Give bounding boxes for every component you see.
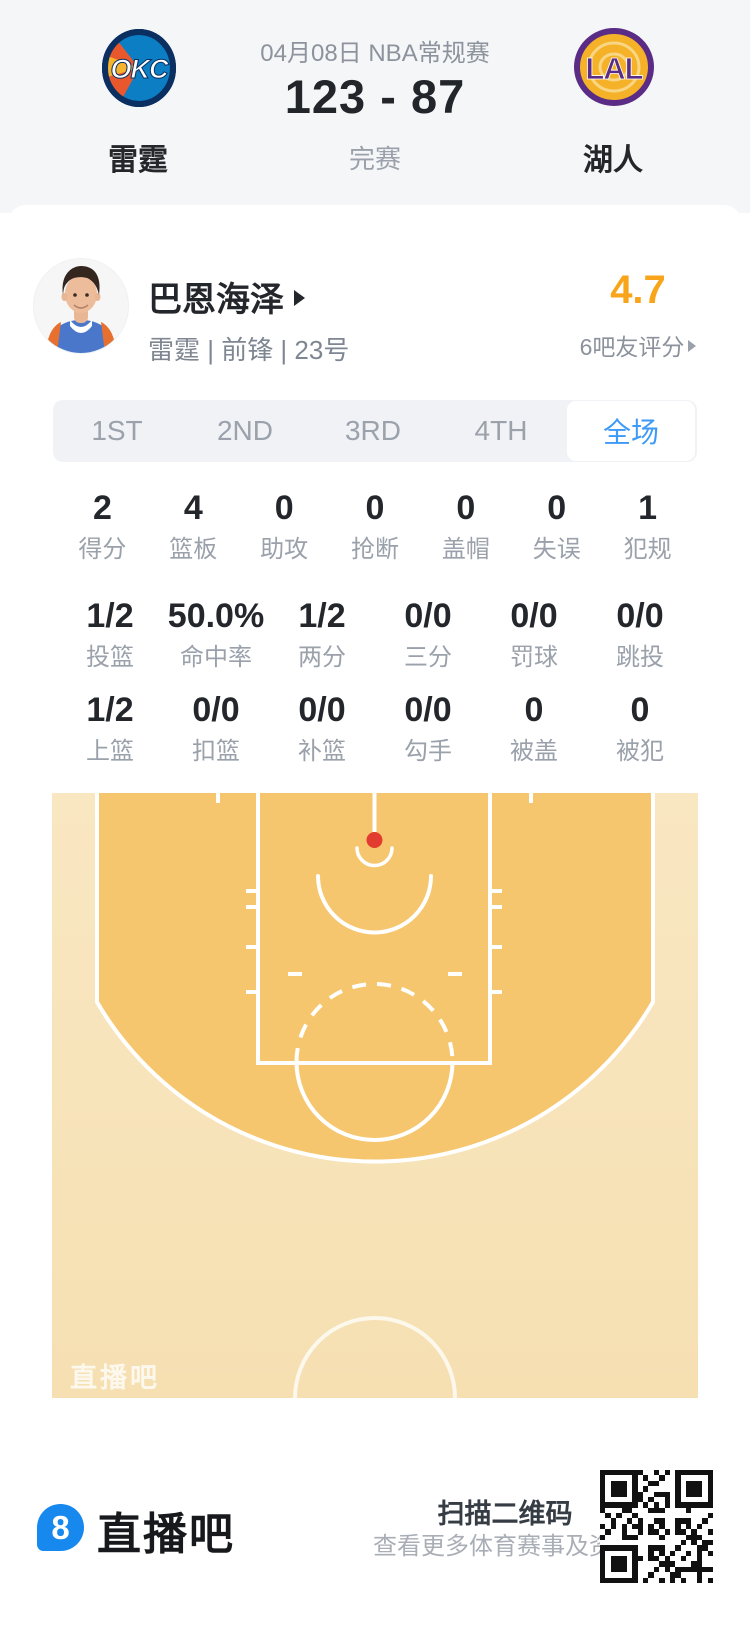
qr-title: 扫描二维码 [437,1499,573,1529]
stat-cell: 0 盖帽 [441,489,490,563]
player-meta: 雷霆 | 前锋 | 23号 [148,335,350,365]
quarter-tabs: 1ST 2ND 3RD 4TH 全场 [53,400,697,462]
rating-label: 6吧友评分 [580,328,697,362]
tab-4th[interactable]: 4TH [474,415,528,446]
tab-3rd[interactable]: 3RD [344,415,401,446]
player-avatar-illustration [34,259,128,353]
game-score: 123 - 87 [284,70,466,123]
shot-chart-court [52,793,698,1398]
stat-cell: 1 犯规 [623,489,672,563]
away-team-name: 湖人 [583,144,643,177]
stat-cell: 0/0 扣篮 [192,691,240,765]
stat-cell: 0 助攻 [260,489,309,563]
player-rating[interactable]: 4.7 6吧友评分 [568,268,708,362]
stat-cell: 0/0 跳投 [616,597,664,671]
shot-marker-dot [366,832,383,848]
caret-right-icon [294,290,305,306]
stats-row-shooting: 1/2 投篮 50.0% 命中率 1/2 两分 0/0 三分 0/0 罚球 0/0 跳投 [57,596,693,673]
qr-code-grid [600,1470,713,1583]
home-team-name: 雷霆 [108,144,168,177]
rating-value: 4.7 [610,268,666,312]
brand-name: 直播吧 [97,1510,235,1559]
player-avatar[interactable] [33,258,129,354]
stat-cell: 1/2 投篮 [86,597,134,671]
stat-cell: 0 被盖 [510,691,558,765]
stat-cell: 4 篮板 [169,489,218,563]
okc-abbr: OKC [111,54,170,84]
stat-cell: 0/0 三分 [404,597,452,671]
rating-caret-icon [688,340,697,352]
tab-2nd[interactable]: 2ND [216,415,273,446]
stat-cell: 1/2 上篮 [86,691,134,765]
badge-digit: 8 [51,1508,70,1546]
stat-cell: 50.0% 命中率 [167,597,265,671]
zhibo8-badge-icon: 8 [37,1504,84,1551]
tab-full-game[interactable]: 全场 [567,401,695,461]
stat-cell: 0/0 补篮 [298,691,346,765]
okc-team-logo-icon[interactable]: OKC [101,28,177,108]
lal-team-logo-icon[interactable]: LAL [573,27,655,107]
stat-cell: 0 被犯 [616,691,664,765]
stat-cell: 0/0 勾手 [404,691,452,765]
stats-row-basic: 2 得分 4 篮板 0 助攻 0 抢断 0 盖帽 0 失误 1 犯规 [57,488,693,565]
rating-label-text: 6吧友评分 [579,334,685,360]
tab-1st[interactable]: 1ST [91,415,143,446]
stat-cell: 0/0 罚球 [510,597,558,671]
stats-row-detail: 1/2 上篮 0/0 扣篮 0/0 补篮 0/0 勾手 0 被盖 0 被犯 [57,690,693,767]
game-date-label: 04月08日 NBA常规赛 [260,40,490,67]
lal-abbr: LAL [585,51,642,86]
player-name-text: 巴恩海泽 [148,281,284,319]
player-name[interactable]: 巴恩海泽 [148,272,305,321]
stat-cell: 0 抢断 [351,489,399,563]
court-watermark: 直播吧 [70,1363,160,1393]
stat-cell: 0 失误 [532,489,581,563]
stat-cell: 1/2 两分 [298,597,346,671]
stat-cell: 2 得分 [78,489,127,563]
qr-subtitle: 查看更多体育赛事及资讯 [373,1533,637,1560]
game-status: 完赛 [348,144,401,174]
